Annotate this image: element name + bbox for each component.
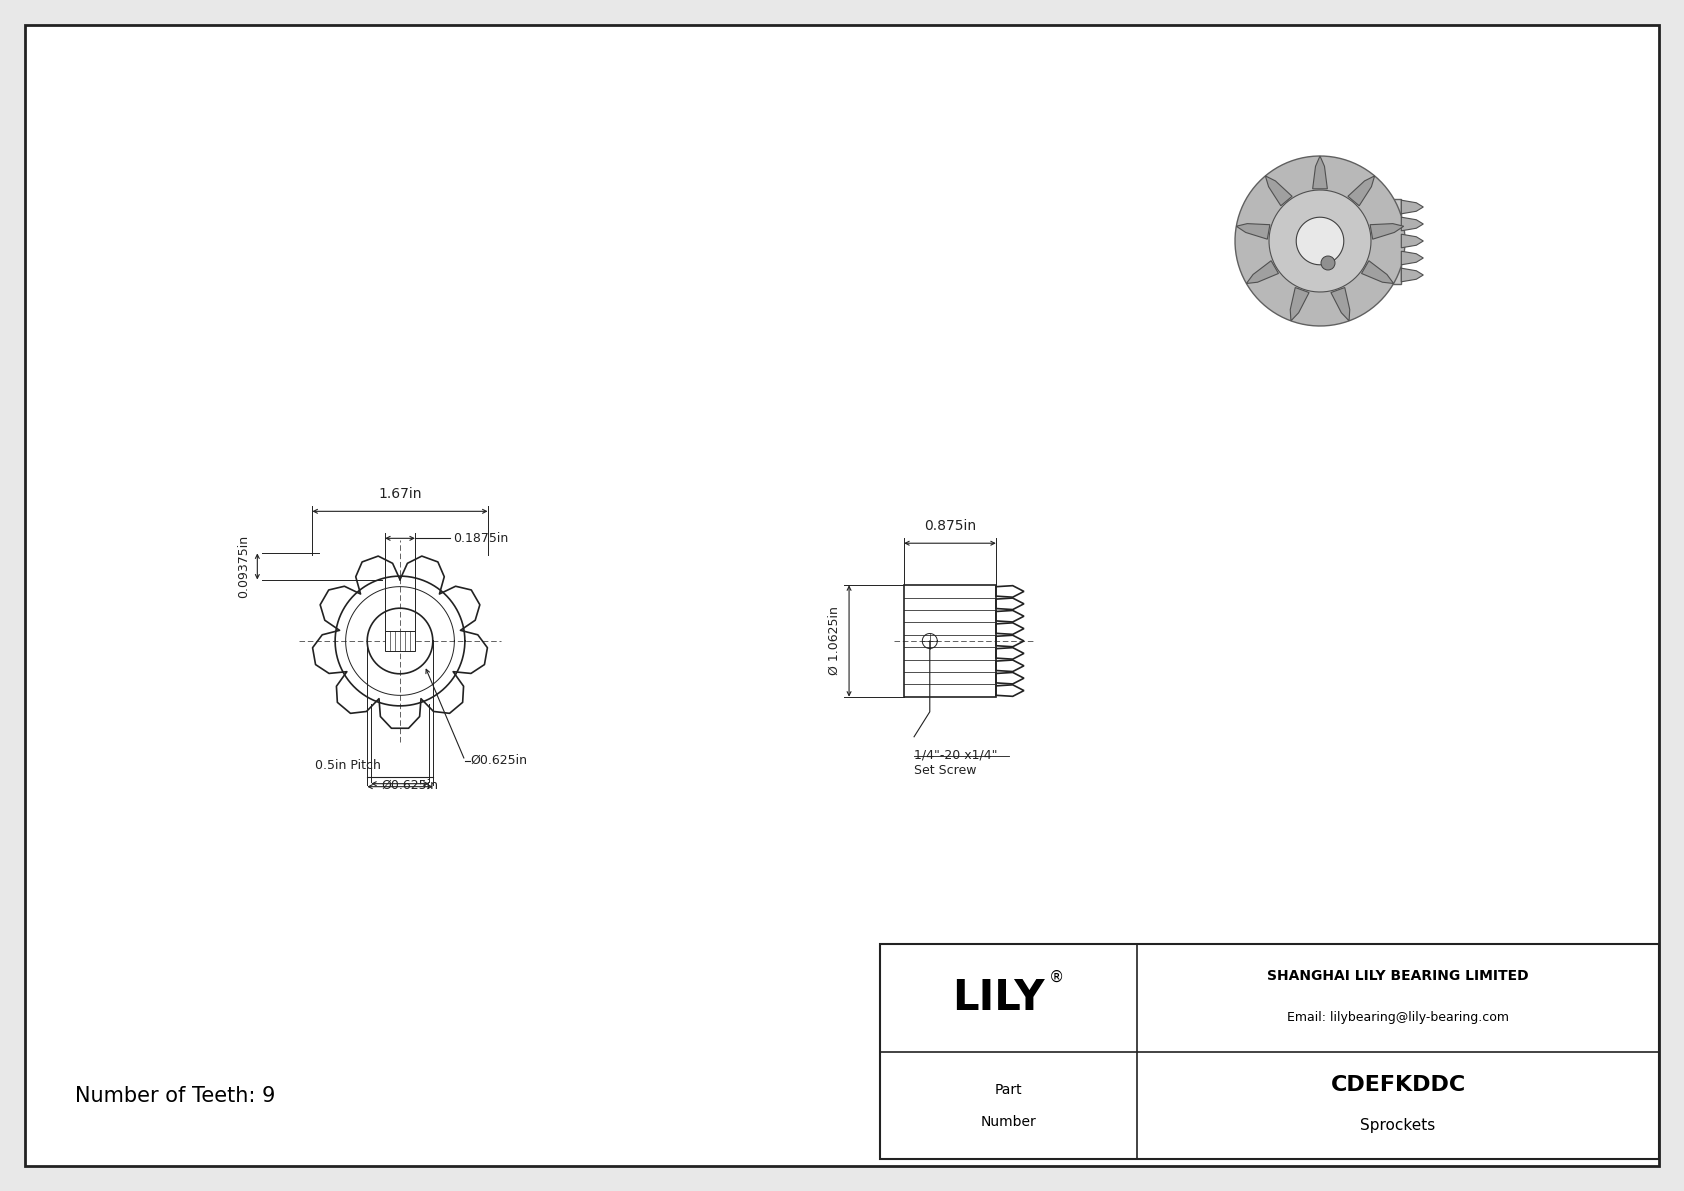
Polygon shape (1246, 261, 1278, 283)
Polygon shape (1362, 261, 1394, 283)
Text: SHANGHAI LILY BEARING LIMITED: SHANGHAI LILY BEARING LIMITED (1268, 968, 1529, 983)
Polygon shape (1290, 287, 1308, 320)
Polygon shape (1265, 176, 1292, 206)
Polygon shape (1347, 176, 1374, 206)
Text: 0.1875in: 0.1875in (453, 532, 509, 544)
Text: Part: Part (995, 1084, 1022, 1097)
Polygon shape (1312, 156, 1327, 189)
Text: Ø 1.0625in: Ø 1.0625in (829, 606, 840, 675)
Text: ®: ® (1049, 971, 1064, 985)
Text: LILY: LILY (951, 977, 1044, 1018)
Polygon shape (1236, 224, 1270, 239)
Text: Ø0.625in: Ø0.625in (470, 754, 527, 767)
Text: Ø0.625in: Ø0.625in (382, 779, 438, 792)
Text: 0.875in: 0.875in (925, 519, 977, 534)
Polygon shape (1270, 191, 1371, 292)
Text: Number: Number (980, 1115, 1036, 1129)
Polygon shape (1401, 251, 1423, 264)
Circle shape (1320, 256, 1335, 270)
Bar (881, 944, 1659, 1159)
Text: Number of Teeth: 9: Number of Teeth: 9 (76, 1086, 276, 1106)
Text: 1.67in: 1.67in (379, 487, 421, 501)
Polygon shape (1330, 287, 1351, 320)
Polygon shape (1401, 268, 1423, 282)
Polygon shape (1297, 217, 1344, 264)
Polygon shape (1401, 217, 1423, 231)
Bar (386, 631, 414, 651)
Text: Sprockets: Sprockets (1361, 1117, 1436, 1133)
Polygon shape (1401, 200, 1423, 214)
Polygon shape (1401, 235, 1423, 248)
Text: 0.5in Pitch: 0.5in Pitch (315, 759, 381, 772)
Text: 0.09375in: 0.09375in (237, 535, 251, 598)
Bar (904, 585, 995, 697)
Text: 1/4"-20 x1/4"
Set Screw: 1/4"-20 x1/4" Set Screw (914, 749, 997, 777)
Polygon shape (1234, 156, 1404, 326)
Text: Email: lilybearing@lily-bearing.com: Email: lilybearing@lily-bearing.com (1287, 1011, 1509, 1024)
Bar (1369, 199, 1401, 283)
Text: CDEFKDDC: CDEFKDDC (1330, 1075, 1465, 1096)
Polygon shape (1371, 224, 1404, 239)
